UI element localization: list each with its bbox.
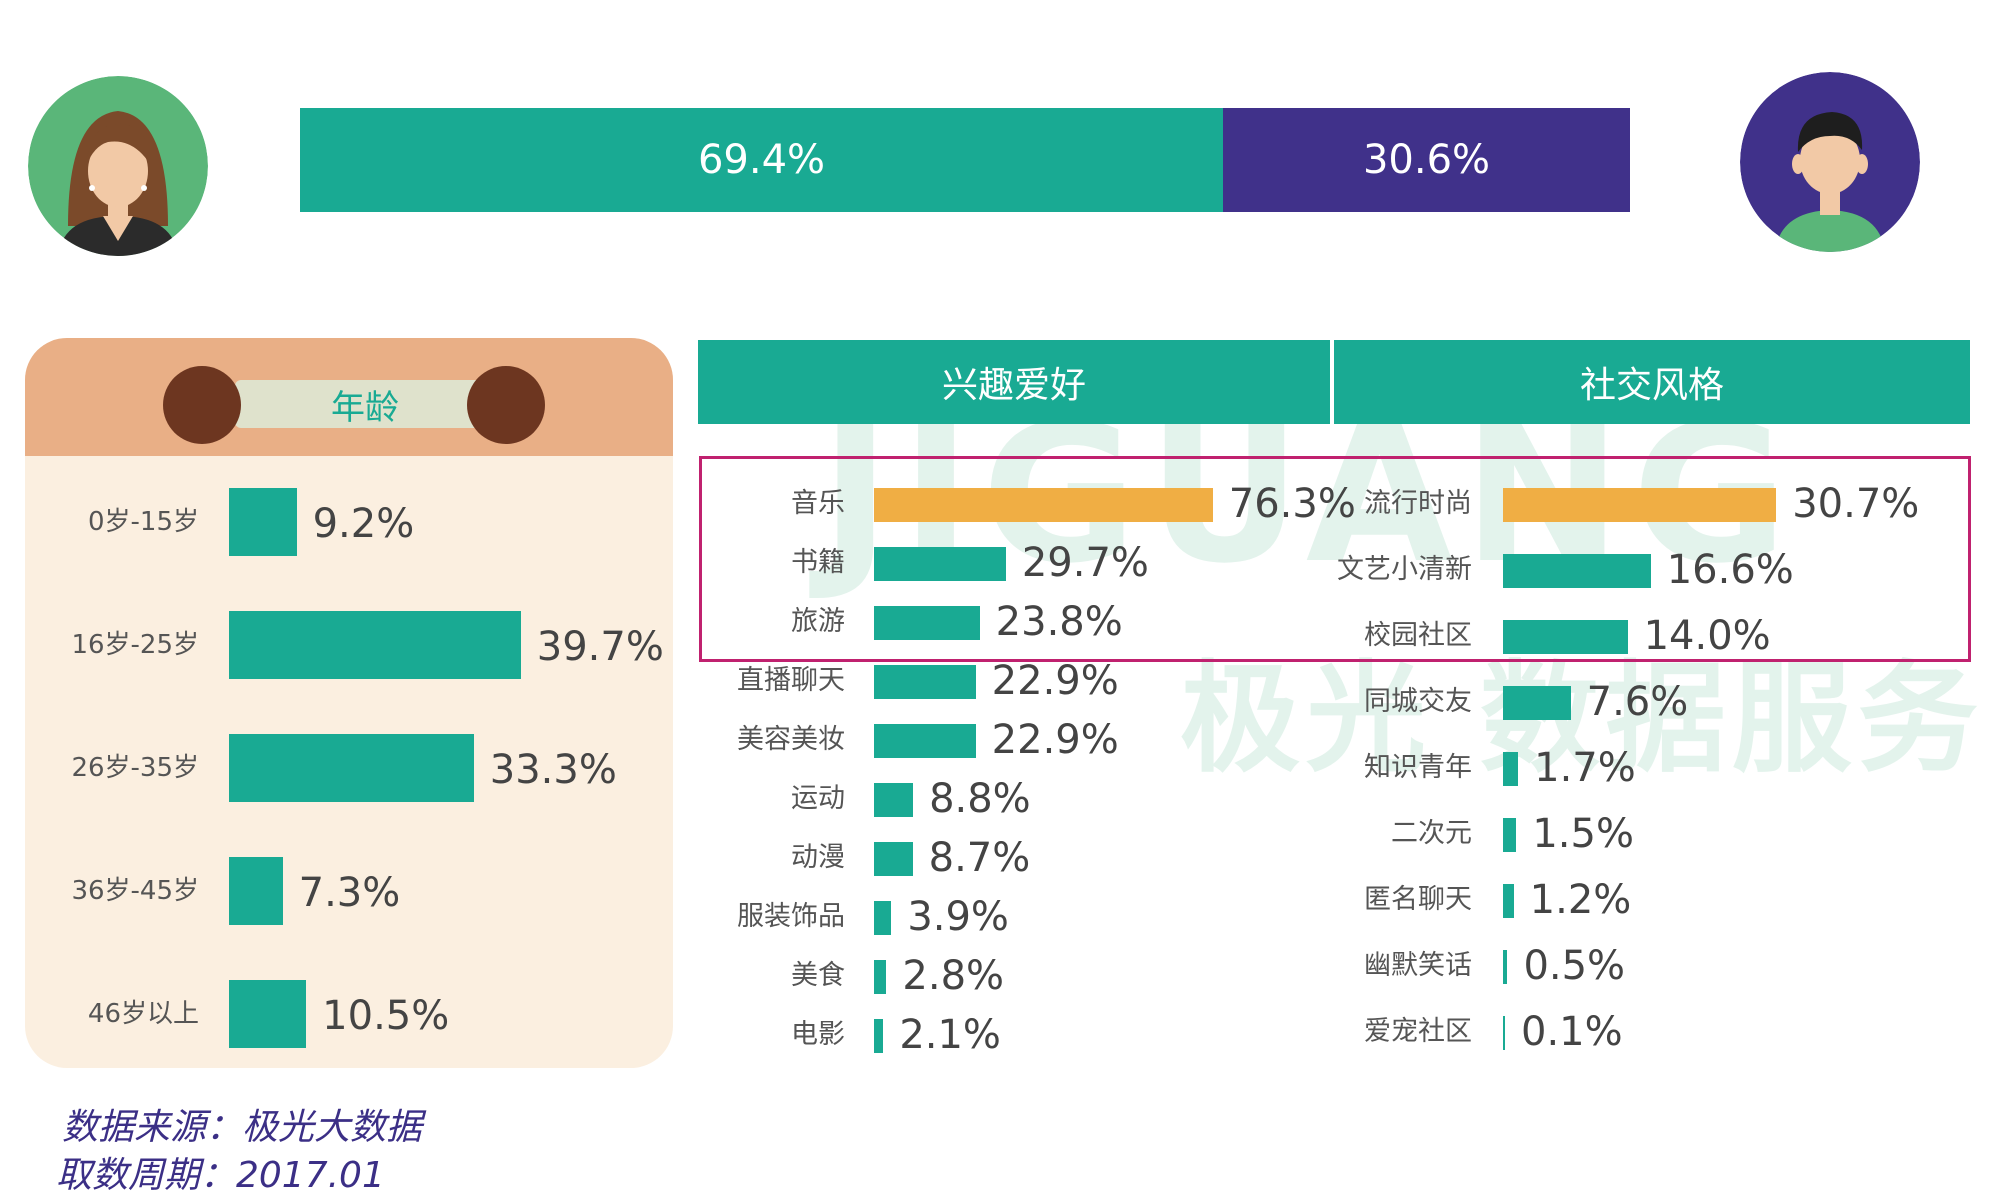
age-value-label: 9.2% <box>312 501 415 547</box>
value-bar <box>874 960 887 994</box>
value-label: 14.0% <box>1643 613 1771 659</box>
interest-panel-title: 兴趣爱好 <box>698 340 1330 424</box>
category-label: 爱宠社区 <box>1364 1016 1472 1047</box>
age-card: 年龄 <box>25 338 673 1068</box>
value-label: 7.6% <box>1586 679 1689 725</box>
watermark-brand-text: 极光 数据服务 <box>1180 650 1984 789</box>
value-bar <box>874 1019 884 1053</box>
value-bar <box>1503 950 1508 984</box>
category-label: 动漫 <box>791 842 845 873</box>
value-label: 0.5% <box>1523 943 1626 989</box>
category-label: 旅游 <box>791 606 845 637</box>
age-value-label: 39.7% <box>536 624 664 670</box>
value-label: 1.7% <box>1534 745 1636 791</box>
value-label: 16.6% <box>1666 547 1794 593</box>
value-label: 30.7% <box>1792 481 1920 527</box>
value-label: 3.9% <box>907 894 1009 940</box>
value-bar <box>874 842 913 876</box>
age-value-label: 7.3% <box>298 870 401 916</box>
age-category-label: 0岁-15岁 <box>87 507 199 537</box>
value-bar <box>1503 554 1651 588</box>
age-card-header: 年龄 <box>25 338 673 456</box>
age-bar <box>229 611 521 679</box>
category-label: 电影 <box>791 1019 845 1050</box>
value-label: 22.9% <box>991 658 1119 704</box>
value-label: 22.9% <box>991 717 1119 763</box>
value-label: 76.3% <box>1228 481 1356 527</box>
binder-ring-right <box>467 366 545 444</box>
value-label: 0.1% <box>1521 1009 1623 1055</box>
age-category-label: 16岁-25岁 <box>71 630 199 660</box>
category-label: 美食 <box>791 960 845 991</box>
value-bar <box>874 488 1213 522</box>
value-label: 8.8% <box>929 776 1031 822</box>
value-bar <box>1503 818 1517 852</box>
value-bar <box>1503 884 1514 918</box>
value-label: 2.8% <box>902 953 1005 999</box>
top-items-highlight <box>699 456 1971 662</box>
female-share-segment: 69.4% <box>300 108 1224 212</box>
male-share-segment: 30.6% <box>1223 108 1630 212</box>
category-label: 校园社区 <box>1364 620 1472 651</box>
category-label: 运动 <box>791 783 845 814</box>
category-label: 知识青年 <box>1364 752 1472 783</box>
value-bar <box>874 665 976 699</box>
category-label: 直播聊天 <box>737 665 845 696</box>
value-bar <box>874 606 980 640</box>
value-bar <box>874 901 892 935</box>
age-category-label: 26岁-35岁 <box>71 753 199 783</box>
value-label: 1.5% <box>1532 811 1634 857</box>
category-label: 流行时尚 <box>1364 488 1472 519</box>
value-label: 8.7% <box>928 835 1031 881</box>
value-bar <box>874 547 1006 581</box>
value-bar <box>1503 686 1571 720</box>
age-value-label: 33.3% <box>489 747 617 793</box>
value-bar <box>1503 620 1628 654</box>
age-category-label: 36岁-45岁 <box>71 876 199 906</box>
gender-ratio-bar: 69.4% 30.6% <box>300 108 1630 212</box>
value-bar <box>1503 1016 1505 1050</box>
value-bar <box>1503 752 1519 786</box>
value-bar <box>1503 488 1777 522</box>
female-share-label: 69.4% <box>697 137 826 183</box>
category-label: 服装饰品 <box>737 901 845 932</box>
male-avatar-icon <box>1740 72 1920 252</box>
value-label: 1.2% <box>1529 877 1632 923</box>
category-label: 幽默笑话 <box>1364 950 1472 981</box>
category-label: 音乐 <box>791 488 845 519</box>
age-bar <box>229 734 474 802</box>
category-label: 美容美妆 <box>737 724 845 755</box>
category-label: 同城交友 <box>1364 686 1472 717</box>
value-label: 23.8% <box>995 599 1123 645</box>
value-label: 29.7% <box>1021 540 1149 586</box>
value-bar <box>874 724 976 758</box>
value-label: 2.1% <box>899 1012 1001 1058</box>
category-label: 书籍 <box>791 547 845 578</box>
age-bar <box>229 488 297 556</box>
age-title: 年龄 <box>235 380 495 428</box>
data-source-note: 数据来源：极光大数据 <box>62 1107 423 1148</box>
category-label: 匿名聊天 <box>1364 884 1472 915</box>
female-avatar-icon <box>28 76 208 256</box>
value-bar <box>874 783 914 817</box>
category-label: 二次元 <box>1391 818 1472 849</box>
age-bar <box>229 980 307 1048</box>
binder-ring-left <box>163 366 241 444</box>
age-value-label: 10.5% <box>322 993 450 1039</box>
age-bar <box>229 857 283 925</box>
male-share-label: 30.6% <box>1362 137 1491 183</box>
social-panel-title: 社交风格 <box>1334 340 1970 424</box>
age-category-label: 46岁以上 <box>87 999 199 1029</box>
category-label: 文艺小清新 <box>1337 554 1472 585</box>
data-period-note: 取数周期：2017.01 <box>56 1155 385 1196</box>
